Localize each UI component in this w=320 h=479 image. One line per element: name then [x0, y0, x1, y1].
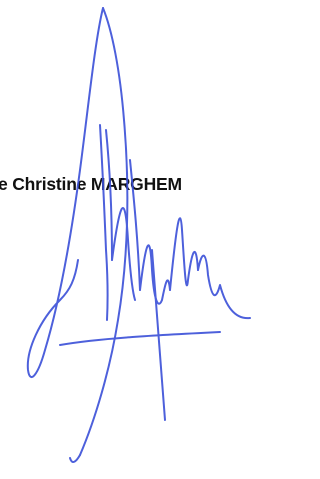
signature: [0, 0, 252, 479]
page: e Christine MARGHEM (() => { const data …: [0, 0, 252, 479]
